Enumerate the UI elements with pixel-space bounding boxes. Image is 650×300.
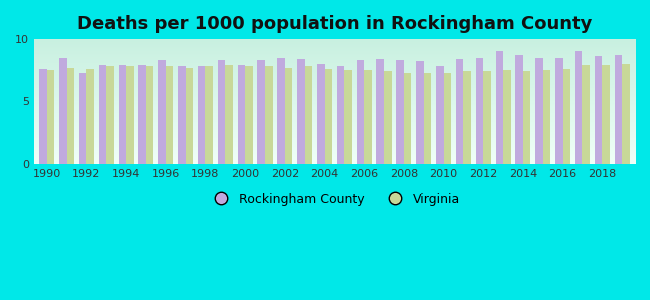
Bar bbox=[178, 66, 186, 164]
Bar bbox=[86, 69, 94, 164]
Bar bbox=[543, 70, 551, 164]
Bar bbox=[443, 73, 451, 164]
Bar bbox=[297, 59, 305, 164]
Title: Deaths per 1000 population in Rockingham County: Deaths per 1000 population in Rockingham… bbox=[77, 15, 592, 33]
Bar bbox=[582, 65, 590, 164]
Bar bbox=[603, 65, 610, 164]
Bar bbox=[107, 66, 114, 164]
Bar bbox=[416, 61, 424, 164]
Bar bbox=[205, 66, 213, 164]
Bar bbox=[384, 71, 391, 164]
Bar bbox=[66, 68, 74, 164]
Bar bbox=[456, 59, 463, 164]
Bar bbox=[245, 66, 253, 164]
Bar bbox=[226, 65, 233, 164]
Bar bbox=[404, 73, 411, 164]
Bar bbox=[523, 71, 530, 164]
Bar bbox=[436, 66, 443, 164]
Bar bbox=[285, 68, 292, 164]
Bar bbox=[59, 58, 66, 164]
Bar bbox=[515, 55, 523, 164]
Bar bbox=[344, 70, 352, 164]
Bar bbox=[186, 68, 193, 164]
Bar bbox=[99, 65, 107, 164]
Bar bbox=[495, 51, 503, 164]
Bar bbox=[563, 69, 570, 164]
Bar bbox=[146, 66, 153, 164]
Bar bbox=[317, 64, 324, 164]
Bar bbox=[278, 58, 285, 164]
Bar bbox=[79, 73, 86, 164]
Bar bbox=[364, 70, 372, 164]
Bar bbox=[483, 71, 491, 164]
Legend: Rockingham County, Virginia: Rockingham County, Virginia bbox=[203, 188, 465, 211]
Bar bbox=[126, 66, 134, 164]
Bar bbox=[305, 66, 312, 164]
Bar bbox=[614, 55, 622, 164]
Bar bbox=[476, 58, 483, 164]
Bar bbox=[535, 58, 543, 164]
Bar bbox=[463, 71, 471, 164]
Bar bbox=[118, 65, 126, 164]
Bar bbox=[324, 69, 332, 164]
Bar bbox=[555, 58, 563, 164]
Bar bbox=[218, 60, 226, 164]
Bar bbox=[396, 60, 404, 164]
Bar bbox=[337, 66, 344, 164]
Bar bbox=[376, 59, 384, 164]
Bar bbox=[265, 66, 272, 164]
Bar bbox=[257, 60, 265, 164]
Bar bbox=[158, 60, 166, 164]
Bar bbox=[238, 65, 245, 164]
Bar bbox=[424, 73, 431, 164]
Bar bbox=[622, 64, 630, 164]
Bar bbox=[595, 56, 603, 164]
Bar bbox=[198, 66, 205, 164]
Bar bbox=[166, 66, 174, 164]
Bar bbox=[503, 70, 511, 164]
Bar bbox=[575, 51, 582, 164]
Bar bbox=[357, 60, 364, 164]
Bar bbox=[39, 69, 47, 164]
Bar bbox=[138, 65, 146, 164]
Bar bbox=[47, 70, 55, 164]
